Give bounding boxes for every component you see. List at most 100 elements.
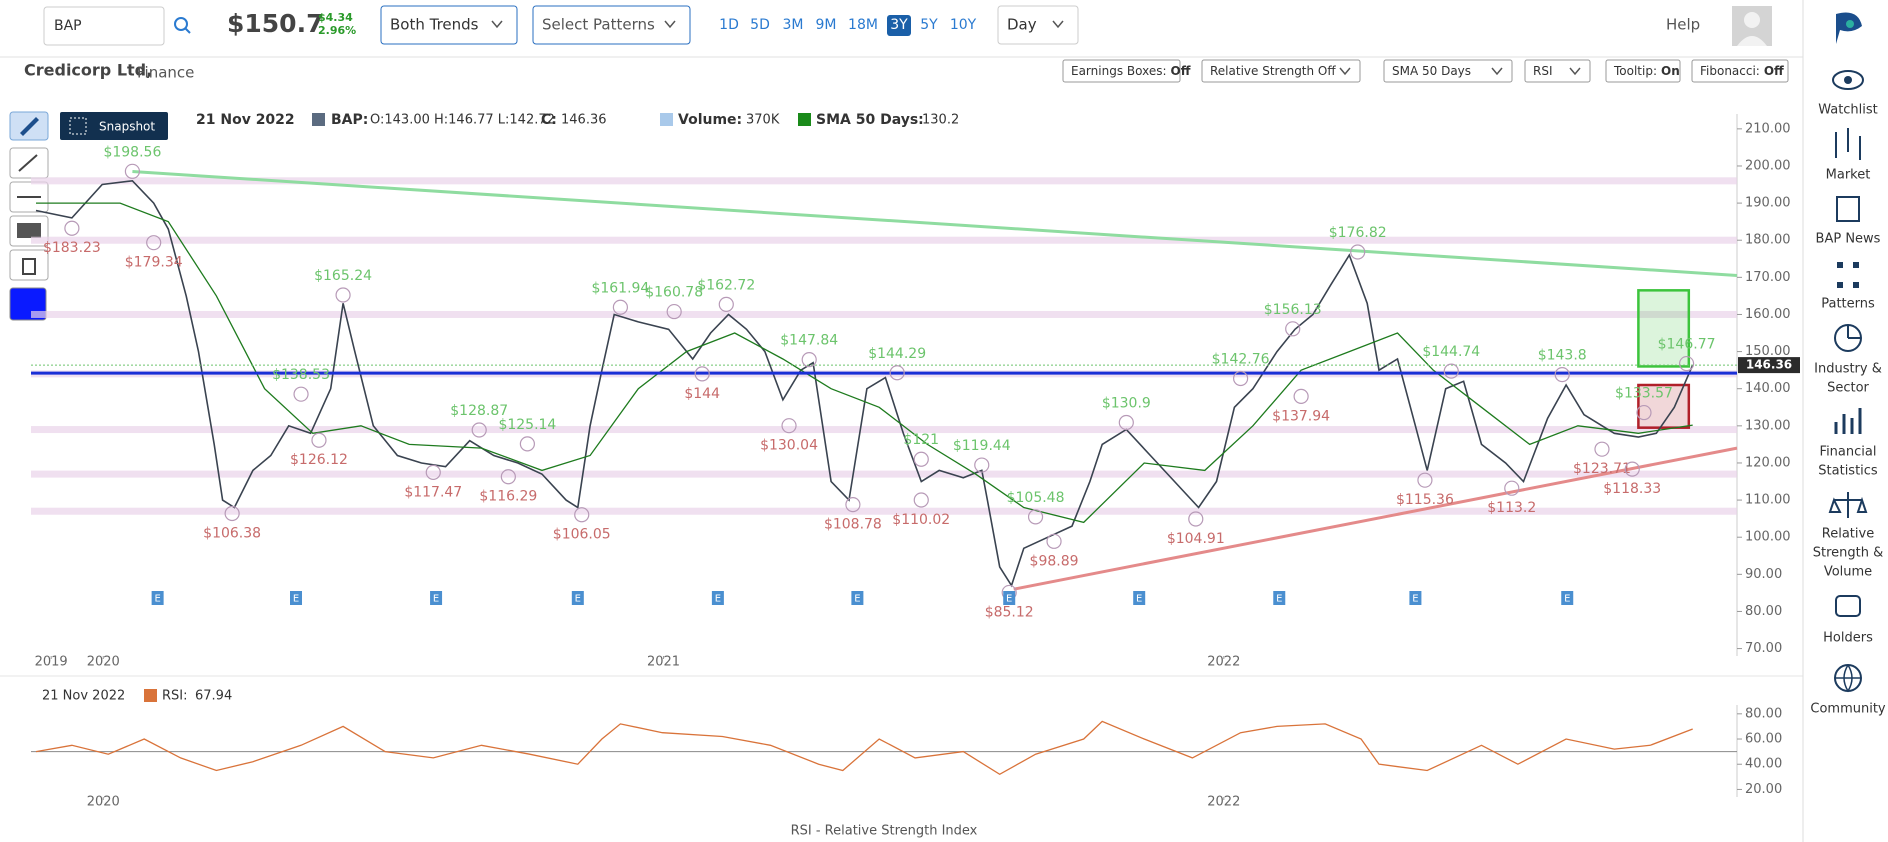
pivot-marker — [1188, 511, 1204, 527]
pivot-marker — [1118, 414, 1134, 431]
chevron — [1339, 67, 1351, 76]
pivot-label: $144.74 — [1422, 344, 1480, 360]
sidebar-label[interactable]: Patterns — [1821, 297, 1875, 312]
watchlist-icon[interactable] — [1832, 70, 1864, 90]
change: $4.34 — [318, 11, 353, 24]
range-button[interactable]: 9M — [816, 17, 837, 33]
pivot-label: $106.05 — [553, 527, 611, 543]
sidebar-label[interactable]: BAP News — [1816, 232, 1881, 247]
range-button[interactable]: 10Y — [950, 17, 977, 33]
sidebar-label[interactable]: Market — [1826, 168, 1871, 183]
pivot-label: $113.2 — [1487, 500, 1536, 516]
sidebar-label[interactable]: Community — [1810, 702, 1886, 717]
legend-close: 146.36 — [561, 113, 607, 128]
pivot-label: $130.9 — [1102, 395, 1151, 411]
pivot-label: $117.47 — [404, 484, 462, 500]
pivot-label: $146.77 — [1658, 337, 1716, 353]
sidebar-label[interactable]: Industry & — [1814, 362, 1882, 377]
y-tick-label: 140.00 — [1745, 381, 1791, 396]
option-button[interactable] — [1605, 59, 1681, 83]
option-label: Tooltip: — [1613, 64, 1657, 78]
range-button[interactable]: 3Y — [890, 17, 908, 33]
range-button[interactable]: 3M — [783, 17, 804, 33]
target-box — [1637, 289, 1691, 368]
pattern-select[interactable] — [532, 5, 691, 45]
y-tick-label: 210.00 — [1745, 121, 1791, 136]
pivot-label: $156.13 — [1264, 302, 1322, 318]
range-button[interactable]: 5D — [750, 17, 770, 33]
option-button[interactable] — [1062, 59, 1181, 83]
option-button[interactable] — [1524, 59, 1591, 83]
support-level — [31, 236, 1737, 244]
range-button[interactable]: 18M — [848, 17, 878, 33]
earnings-marker — [151, 591, 164, 605]
pivot-label: $179.34 — [125, 255, 183, 271]
trend-line — [132, 170, 1738, 277]
rs-icon[interactable] — [1828, 492, 1868, 518]
earnings-marker — [1003, 591, 1016, 605]
pivot-marker — [1417, 472, 1433, 488]
pivot-marker — [718, 296, 734, 312]
range-button[interactable]: 1D — [719, 17, 739, 33]
pivot-label: $106.38 — [203, 526, 261, 542]
y-tick-label: 60.00 — [1745, 732, 1782, 747]
range-button[interactable]: 5Y — [920, 17, 938, 33]
y-tick-label: 70.00 — [1745, 641, 1782, 656]
option-button[interactable] — [1383, 59, 1513, 83]
pivot-label: $108.78 — [824, 517, 882, 533]
pivot-label: $142.76 — [1212, 351, 1270, 367]
holders-icon[interactable] — [1835, 595, 1861, 617]
patterns-icon[interactable] — [1837, 262, 1859, 288]
pivot-label: $104.91 — [1167, 531, 1225, 547]
interval-select[interactable] — [997, 5, 1079, 45]
trend-select[interactable] — [380, 5, 518, 45]
option-button[interactable] — [1691, 59, 1789, 83]
legend-volume: 370K — [746, 113, 780, 128]
earnings-label: E — [1276, 594, 1282, 605]
stats-icon[interactable] — [1834, 408, 1862, 434]
pivot-label: $128.87 — [450, 403, 508, 419]
option-button[interactable] — [1201, 59, 1361, 83]
sidebar-label: Statistics — [1818, 464, 1878, 479]
pivot-label: $125.14 — [498, 417, 556, 433]
sidebar-label[interactable]: Holders — [1823, 631, 1873, 646]
market-icon[interactable] — [1835, 128, 1861, 160]
earnings-marker — [1273, 591, 1286, 605]
sidebar-label[interactable]: Relative — [1822, 527, 1874, 542]
delete-tool[interactable] — [9, 249, 49, 281]
option-state: Off — [1171, 64, 1191, 78]
sidebar-label[interactable]: Financial — [1820, 445, 1877, 460]
earnings-label: E — [854, 594, 860, 605]
price: $150.7 — [227, 9, 323, 38]
snapshot-button[interactable] — [60, 112, 168, 140]
earnings-label: E — [1564, 594, 1570, 605]
pivot-marker — [889, 365, 905, 381]
help-link[interactable]: Help — [1666, 16, 1700, 34]
pivot-label: $137.94 — [1272, 408, 1330, 424]
x-tick-label: 2019 — [35, 655, 68, 670]
pivot-marker — [1027, 509, 1044, 525]
company-name: Credicorp Ltd, — [24, 61, 152, 80]
earnings-label: E — [1006, 594, 1012, 605]
pivot-label: $161.94 — [591, 280, 649, 296]
y-tick-label: 170.00 — [1745, 270, 1791, 285]
pivot-marker — [1594, 441, 1610, 457]
pivot-label: $85.12 — [985, 604, 1034, 620]
search-icon[interactable] — [174, 17, 188, 31]
pivot-label: $165.24 — [314, 268, 372, 284]
earnings-label: E — [1136, 594, 1142, 605]
pivot-marker — [574, 507, 590, 523]
pivot-label: $183.23 — [43, 240, 101, 256]
pivot-marker — [293, 386, 309, 402]
legend-date: 21 Nov 2022 — [196, 112, 295, 128]
legend-ticker: BAP: — [331, 112, 368, 128]
earnings-marker — [1561, 591, 1574, 605]
sidebar-label[interactable]: Watchlist — [1818, 103, 1878, 118]
avatar-body — [1737, 36, 1767, 46]
company-sector: Finance — [137, 64, 194, 82]
pivot-marker — [1504, 480, 1520, 496]
news-icon[interactable] — [1836, 196, 1860, 222]
search-box[interactable] — [43, 6, 165, 46]
y-tick-label: 80.00 — [1745, 706, 1782, 721]
